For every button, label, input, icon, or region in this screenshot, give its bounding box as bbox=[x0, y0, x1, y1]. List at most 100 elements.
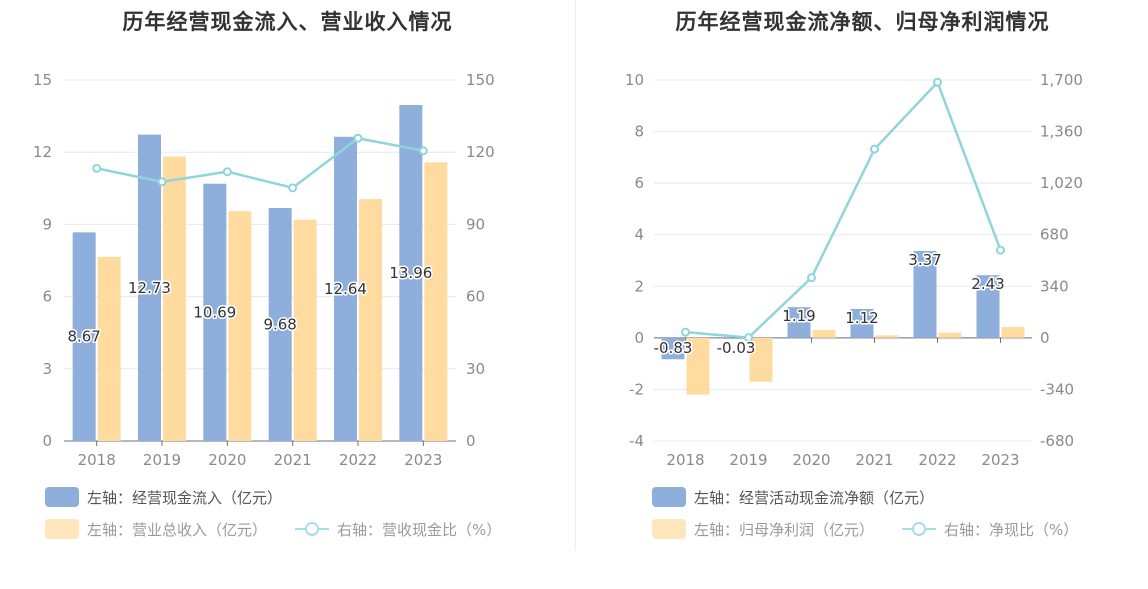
data-label: 9.68 bbox=[263, 316, 296, 334]
legend-line-icon bbox=[902, 522, 936, 536]
legend-label: 左轴：营业总收入（亿元） bbox=[87, 520, 268, 539]
line-point bbox=[933, 77, 942, 87]
legend-swatch bbox=[652, 487, 686, 507]
chart-plot: 0 0 3 30 6 60 9 90 12 120 15 150 2018 2019 2020 2021 202… bbox=[33, 71, 495, 469]
bar bbox=[72, 232, 96, 441]
data-label: -0.83 bbox=[654, 339, 693, 357]
legend-label: 左轴：经营现金流入（亿元） bbox=[87, 488, 283, 507]
right-axis-tick-label: 0 bbox=[1040, 329, 1050, 347]
right-axis-tick-label: 60 bbox=[466, 288, 485, 306]
legend-item[interactable]: 左轴：营业总收入（亿元） bbox=[45, 518, 267, 540]
line-point bbox=[157, 177, 167, 187]
left-axis-tick-label: -4 bbox=[629, 432, 644, 450]
left-axis-tick-label: 8 bbox=[634, 123, 644, 141]
bar bbox=[686, 337, 710, 395]
left-axis-tick-label: 10 bbox=[625, 71, 644, 89]
x-axis-tick-label: 2020 bbox=[792, 451, 830, 469]
left-axis-tick-label: 0 bbox=[634, 329, 644, 347]
right-axis-tick-label: 1,700 bbox=[1040, 71, 1083, 89]
legend-item[interactable]: 左轴：归母净利润（亿元） bbox=[652, 518, 874, 540]
line-point bbox=[222, 167, 232, 177]
x-axis-tick-label: 2019 bbox=[729, 451, 767, 469]
bar bbox=[97, 256, 121, 441]
panel-divider bbox=[575, 0, 576, 550]
line-point bbox=[807, 273, 816, 283]
chart-plot: -4 -680 -2 -340 0 0 2 340 4 680 6 1,020 8 1,360 10 1,70… bbox=[625, 71, 1083, 469]
line-point bbox=[996, 245, 1005, 255]
legend-swatch bbox=[45, 487, 79, 507]
bar bbox=[138, 134, 161, 441]
x-axis-tick-label: 2023 bbox=[404, 451, 442, 469]
left-axis-tick-label: -2 bbox=[629, 380, 644, 398]
x-axis-tick-label: 2018 bbox=[666, 451, 704, 469]
right-axis-tick-label: 150 bbox=[466, 71, 495, 89]
legend-item[interactable]: 右轴：营收现金比（%） bbox=[295, 518, 501, 540]
x-axis-tick-label: 2020 bbox=[208, 451, 246, 469]
data-label: 13.96 bbox=[389, 264, 432, 282]
data-label: -0.03 bbox=[717, 339, 756, 357]
x-axis-tick-label: 2021 bbox=[274, 451, 312, 469]
legend-label: 右轴：净现比（%） bbox=[944, 520, 1079, 539]
line-point bbox=[353, 133, 363, 143]
data-label: 12.64 bbox=[324, 280, 367, 298]
bar bbox=[359, 199, 382, 441]
bar bbox=[875, 335, 899, 338]
series-line bbox=[96, 136, 424, 190]
data-label: 8.67 bbox=[67, 328, 100, 346]
line-point bbox=[681, 327, 690, 337]
bar bbox=[203, 183, 227, 441]
bar bbox=[424, 162, 448, 442]
right-axis-tick-label: 0 bbox=[466, 432, 476, 450]
right-axis-tick-label: 30 bbox=[466, 360, 485, 378]
bar bbox=[812, 330, 836, 338]
left-axis-tick-label: 6 bbox=[634, 174, 644, 192]
bar bbox=[661, 337, 685, 360]
data-label: 3.37 bbox=[908, 251, 941, 269]
chart-panel-left: 历年经营现金流入、营业收入情况 0 0 3 30 6 60 9 90 12 120 15 150 201… bbox=[0, 0, 575, 560]
right-axis-tick-label: 1,360 bbox=[1040, 123, 1083, 141]
bar bbox=[1001, 327, 1025, 338]
x-axis-tick-label: 2022 bbox=[918, 451, 956, 469]
bar bbox=[749, 337, 773, 382]
right-axis-tick-label: -340 bbox=[1040, 380, 1074, 398]
left-axis-tick-label: 6 bbox=[42, 288, 52, 306]
bar bbox=[913, 250, 937, 338]
line-point bbox=[288, 183, 298, 193]
left-axis-tick-label: 4 bbox=[634, 226, 644, 244]
right-axis-tick-label: 680 bbox=[1040, 226, 1069, 244]
line-point bbox=[744, 333, 753, 343]
x-axis-tick-label: 2019 bbox=[143, 451, 181, 469]
bar bbox=[163, 156, 186, 442]
bar bbox=[724, 337, 748, 339]
legend-label: 左轴：经营活动现金流净额（亿元） bbox=[694, 488, 935, 507]
legend-swatch bbox=[652, 519, 686, 539]
data-label: 2.43 bbox=[971, 275, 1004, 293]
chart-panel-right: 历年经营现金流净额、归母净利润情况 -4 -680 -2 -340 0 0 2 340 4 680… bbox=[577, 0, 1148, 560]
right-axis-tick-label: 120 bbox=[466, 143, 495, 161]
left-axis-tick-label: 9 bbox=[42, 215, 52, 233]
bar bbox=[938, 332, 962, 338]
right-axis-tick-label: 90 bbox=[466, 215, 485, 233]
legend-line-icon bbox=[295, 522, 329, 536]
legend-item[interactable]: 左轴：经营现金流入（亿元） bbox=[45, 486, 282, 508]
chart-title: 历年经营现金流净额、归母净利润情况 bbox=[675, 10, 1050, 34]
bar bbox=[293, 219, 317, 441]
x-axis-tick-label: 2023 bbox=[981, 451, 1019, 469]
right-axis-tick-label: 1,020 bbox=[1040, 174, 1083, 192]
legend-swatch bbox=[45, 519, 79, 539]
bar bbox=[787, 307, 811, 338]
x-axis-tick-label: 2021 bbox=[855, 451, 893, 469]
legend-item[interactable]: 左轴：经营活动现金流净额（亿元） bbox=[652, 486, 934, 508]
bar bbox=[268, 208, 292, 441]
bar bbox=[976, 275, 1000, 338]
line-point bbox=[92, 163, 102, 173]
left-axis-tick-label: 12 bbox=[33, 143, 52, 161]
data-label: 10.69 bbox=[193, 303, 236, 321]
legend-item[interactable]: 右轴：净现比（%） bbox=[902, 518, 1078, 540]
data-label: 12.73 bbox=[128, 279, 171, 297]
line-point bbox=[870, 144, 879, 154]
line-point bbox=[418, 146, 428, 156]
left-axis-tick-label: 3 bbox=[42, 360, 52, 378]
series-line bbox=[685, 79, 1002, 339]
left-axis-tick-label: 0 bbox=[42, 432, 52, 450]
